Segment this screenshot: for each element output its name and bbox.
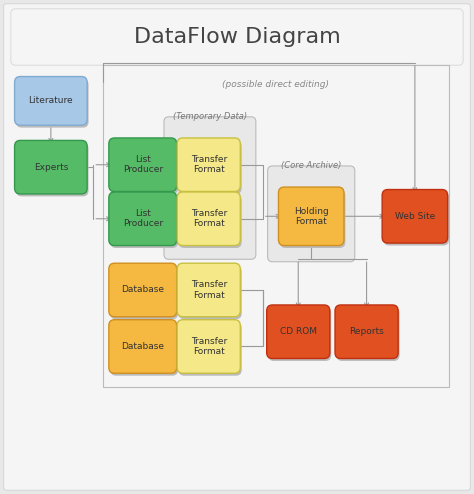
Text: Transfer
Format: Transfer Format [191, 209, 227, 228]
FancyBboxPatch shape [4, 4, 470, 490]
Text: Literature: Literature [28, 96, 73, 105]
Text: Experts: Experts [34, 163, 68, 172]
FancyBboxPatch shape [179, 195, 242, 248]
FancyBboxPatch shape [16, 143, 89, 197]
FancyBboxPatch shape [280, 190, 346, 248]
Text: Transfer
Format: Transfer Format [191, 280, 227, 300]
Text: Database: Database [121, 286, 164, 294]
Text: Transfer
Format: Transfer Format [191, 155, 227, 174]
FancyBboxPatch shape [15, 77, 87, 125]
FancyBboxPatch shape [337, 307, 400, 361]
FancyBboxPatch shape [383, 192, 449, 246]
FancyBboxPatch shape [179, 322, 242, 376]
FancyBboxPatch shape [110, 140, 178, 194]
FancyBboxPatch shape [268, 307, 331, 361]
Text: List
Producer: List Producer [123, 155, 163, 174]
FancyBboxPatch shape [110, 266, 178, 319]
FancyBboxPatch shape [177, 138, 240, 192]
FancyBboxPatch shape [110, 195, 178, 248]
FancyBboxPatch shape [11, 9, 463, 65]
FancyBboxPatch shape [15, 140, 87, 194]
Text: DataFlow Diagram: DataFlow Diagram [134, 27, 340, 47]
FancyBboxPatch shape [177, 192, 240, 246]
FancyBboxPatch shape [278, 187, 344, 246]
FancyBboxPatch shape [16, 79, 89, 127]
Text: List
Producer: List Producer [123, 209, 163, 228]
Text: (possible direct editing): (possible direct editing) [222, 80, 329, 89]
FancyBboxPatch shape [109, 138, 177, 192]
Text: CD ROM: CD ROM [280, 327, 317, 336]
FancyBboxPatch shape [267, 305, 330, 359]
FancyBboxPatch shape [268, 166, 355, 262]
Text: (Core Archive): (Core Archive) [281, 161, 341, 170]
FancyBboxPatch shape [177, 263, 240, 317]
Text: Reports: Reports [349, 327, 384, 336]
FancyBboxPatch shape [109, 320, 177, 373]
Text: Database: Database [121, 342, 164, 351]
FancyBboxPatch shape [179, 140, 242, 194]
FancyBboxPatch shape [179, 266, 242, 319]
FancyBboxPatch shape [164, 117, 256, 259]
FancyBboxPatch shape [335, 305, 398, 359]
FancyBboxPatch shape [382, 190, 447, 243]
FancyBboxPatch shape [177, 320, 240, 373]
FancyBboxPatch shape [109, 263, 177, 317]
Text: Web Site: Web Site [395, 212, 435, 221]
Text: (Temporary Data): (Temporary Data) [173, 112, 247, 121]
FancyBboxPatch shape [109, 192, 177, 246]
Text: Transfer
Format: Transfer Format [191, 337, 227, 356]
FancyBboxPatch shape [110, 322, 178, 376]
Text: Holding
Format: Holding Format [294, 206, 328, 226]
